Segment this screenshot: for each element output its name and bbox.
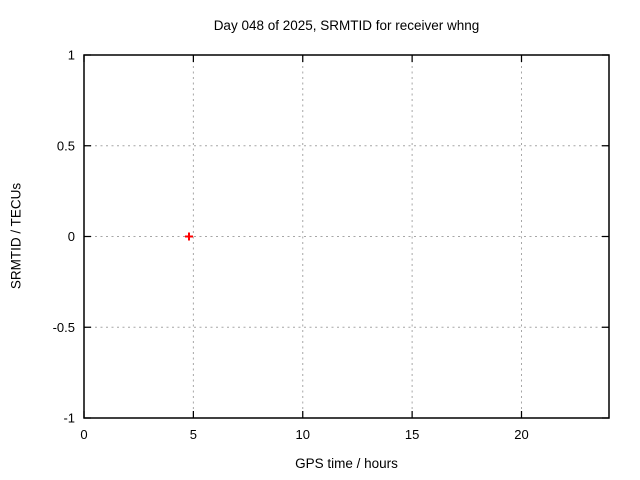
x-tick-label: 5 <box>190 427 197 442</box>
x-tick-label: 0 <box>80 427 87 442</box>
x-tick-label: 15 <box>405 427 419 442</box>
x-tick-label: 20 <box>514 427 528 442</box>
y-tick-label: -0.5 <box>53 320 75 335</box>
chart-title: Day 048 of 2025, SRMTID for receiver whn… <box>213 18 480 33</box>
x-axis-label: GPS time / hours <box>295 456 398 471</box>
data-point-marker <box>185 232 193 241</box>
y-tick-label: 0 <box>68 229 75 244</box>
x-tick-label: 10 <box>296 427 310 442</box>
y-tick-label: 1 <box>68 48 75 63</box>
y-tick-label: -1 <box>63 411 75 426</box>
y-tick-label: 0.5 <box>57 138 75 153</box>
